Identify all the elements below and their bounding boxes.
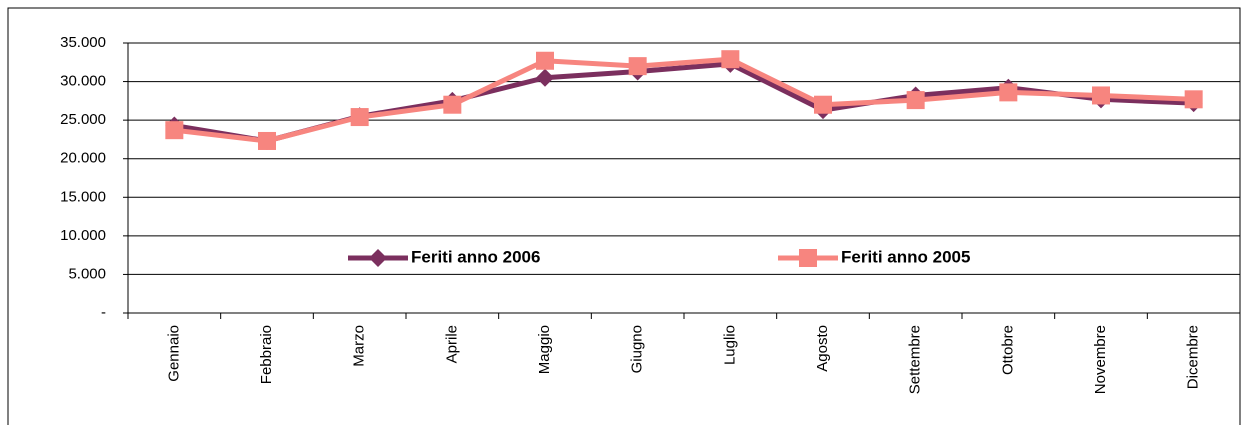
marker bbox=[1184, 90, 1203, 109]
marker bbox=[258, 131, 276, 150]
marker bbox=[814, 95, 832, 114]
x-tick-label: Dicembre bbox=[1185, 325, 1202, 389]
x-tick-label: Marzo bbox=[351, 325, 368, 367]
x-tick-label: Novembre bbox=[1092, 325, 1109, 394]
series-line bbox=[174, 56, 1194, 144]
marker bbox=[721, 50, 740, 69]
x-tick-label: Giugno bbox=[629, 325, 646, 373]
legend-label: Feriti anno 2006 bbox=[411, 247, 540, 266]
x-tick-label: Agosto bbox=[814, 325, 831, 372]
y-tick-label: 5.000 bbox=[68, 265, 106, 282]
marker bbox=[906, 91, 925, 110]
x-tick-label: Ottobre bbox=[999, 325, 1016, 375]
chart-frame bbox=[7, 7, 1241, 425]
x-tick-label: Aprile bbox=[443, 325, 460, 363]
marker bbox=[1092, 86, 1110, 105]
y-tick-label: 35.000 bbox=[60, 34, 106, 51]
marker bbox=[165, 121, 184, 140]
marker bbox=[628, 57, 647, 76]
x-tick-label: Gennaio bbox=[165, 325, 182, 382]
legend-label: Feriti anno 2005 bbox=[841, 247, 970, 266]
x-tick-label: Maggio bbox=[536, 325, 553, 374]
marker bbox=[350, 108, 369, 127]
marker bbox=[999, 83, 1018, 102]
y-tick-label: 10.000 bbox=[60, 227, 106, 244]
y-tick-label: 20.000 bbox=[60, 150, 106, 167]
y-tick-label: 15.000 bbox=[60, 188, 106, 205]
x-tick-label: Febbraio bbox=[258, 325, 275, 384]
x-tick-label: Settembre bbox=[907, 325, 924, 394]
marker bbox=[536, 51, 554, 70]
legend: Feriti anno 2006 Feriti anno 2005 bbox=[348, 247, 970, 267]
marker bbox=[443, 95, 462, 114]
y-tick-label: 25.000 bbox=[60, 111, 106, 128]
marker bbox=[369, 249, 387, 267]
x-tick-label: Luglio bbox=[721, 325, 738, 365]
marker bbox=[536, 68, 554, 87]
y-tick-label: - bbox=[101, 304, 106, 321]
series-line bbox=[173, 61, 1194, 144]
marker bbox=[799, 249, 817, 267]
y-tick-label: 30.000 bbox=[60, 73, 106, 90]
